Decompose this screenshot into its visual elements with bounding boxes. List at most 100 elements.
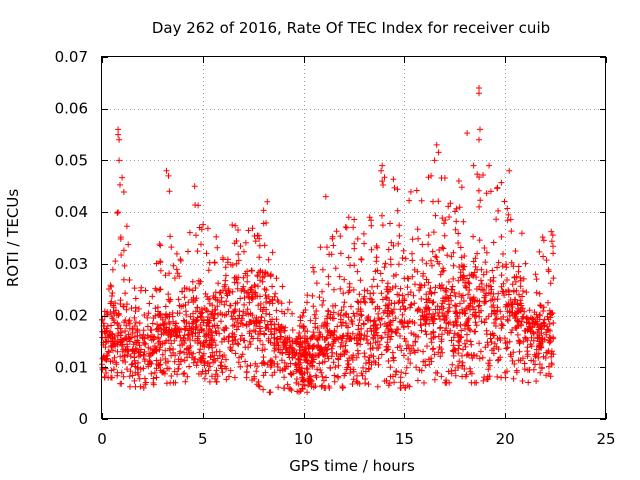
data-point — [472, 319, 479, 326]
data-point — [229, 288, 236, 295]
data-point — [476, 355, 483, 362]
data-point — [231, 240, 238, 247]
data-point — [221, 352, 228, 359]
data-point — [389, 373, 396, 380]
data-point — [171, 358, 178, 365]
data-point — [501, 198, 508, 205]
data-point — [498, 321, 505, 327]
data-point — [435, 349, 442, 356]
data-point — [432, 212, 439, 219]
data-point — [129, 372, 136, 379]
data-point — [369, 344, 376, 351]
data-point — [483, 282, 490, 289]
data-point — [147, 345, 154, 352]
data-point — [307, 378, 314, 385]
data-point — [259, 341, 266, 348]
data-point — [319, 373, 326, 380]
data-point — [257, 300, 264, 307]
data-point — [241, 248, 247, 255]
data-point — [398, 347, 405, 354]
data-point — [470, 258, 477, 265]
data-point — [512, 313, 519, 320]
data-point — [337, 233, 344, 240]
data-point — [428, 257, 434, 264]
data-point — [392, 315, 399, 322]
data-point — [126, 335, 133, 342]
data-point — [518, 230, 525, 237]
data-point — [341, 276, 348, 283]
data-point — [181, 357, 188, 364]
data-point — [314, 366, 321, 373]
data-point — [279, 367, 286, 374]
data-point — [265, 293, 272, 300]
data-point — [262, 292, 269, 298]
data-point — [485, 360, 492, 367]
data-point — [331, 286, 337, 293]
data-point — [504, 344, 511, 351]
data-point — [495, 259, 502, 266]
data-point — [314, 336, 320, 343]
data-point — [333, 228, 340, 235]
data-point — [533, 346, 540, 353]
data-point — [148, 327, 155, 334]
data-point — [470, 352, 477, 358]
data-point — [307, 361, 313, 367]
data-point — [155, 340, 162, 346]
data-point — [513, 367, 520, 374]
data-point — [507, 351, 514, 358]
data-point — [260, 354, 267, 361]
data-point — [181, 332, 188, 339]
data-point — [301, 382, 308, 389]
data-point — [495, 357, 501, 364]
data-point — [476, 302, 483, 309]
data-point — [207, 334, 214, 341]
data-point — [293, 379, 300, 386]
data-point — [109, 374, 115, 381]
data-point — [145, 310, 152, 317]
data-point — [166, 327, 173, 334]
data-point — [197, 340, 204, 347]
data-point — [181, 294, 188, 301]
data-point — [483, 190, 490, 197]
data-point — [437, 324, 444, 331]
data-point — [335, 362, 342, 369]
data-point — [505, 211, 512, 218]
data-point — [418, 322, 425, 329]
data-point — [259, 359, 266, 366]
data-point — [440, 245, 447, 252]
data-point — [483, 249, 490, 256]
data-point — [192, 355, 199, 362]
data-point — [106, 349, 113, 356]
data-point — [493, 315, 500, 322]
data-point — [275, 342, 282, 349]
data-point — [329, 233, 336, 240]
data-point — [379, 222, 386, 229]
data-point — [227, 302, 233, 309]
data-point — [187, 313, 194, 320]
data-point — [521, 360, 528, 367]
y-tick-label: 0.04 — [55, 203, 88, 221]
data-point — [201, 343, 208, 350]
data-point — [499, 263, 506, 270]
data-point — [162, 355, 169, 362]
data-point — [209, 323, 216, 330]
data-point — [398, 385, 404, 391]
x-tick-label: 10 — [294, 430, 313, 448]
data-point — [366, 214, 373, 221]
data-point — [254, 273, 261, 280]
data-point — [508, 329, 515, 336]
data-point — [342, 370, 349, 377]
data-point — [205, 267, 212, 274]
data-point — [436, 344, 443, 351]
data-point — [108, 293, 115, 299]
data-point — [460, 277, 467, 283]
data-point — [370, 276, 377, 283]
data-point — [221, 283, 228, 290]
data-point — [393, 368, 400, 375]
data-point — [131, 377, 138, 384]
data-point — [451, 289, 458, 296]
data-point — [114, 332, 121, 339]
data-point — [176, 329, 183, 335]
data-point — [356, 317, 363, 323]
data-point — [453, 319, 460, 326]
